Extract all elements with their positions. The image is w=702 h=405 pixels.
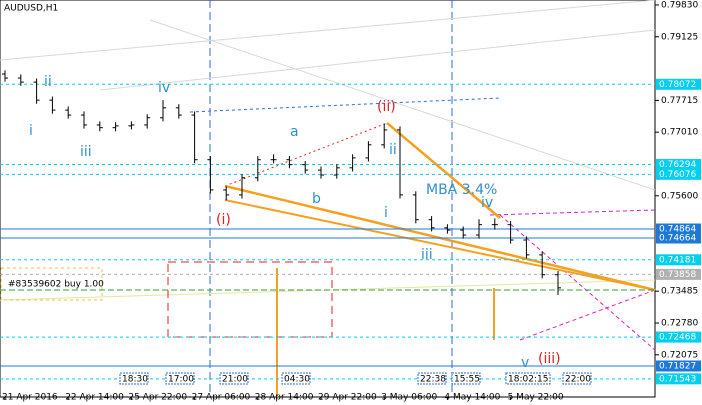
plot-area (0, 0, 656, 398)
price-tag (656, 232, 701, 244)
trend-line (0, 0, 656, 61)
y-tick-label: 0.79830 (661, 0, 698, 10)
channel-line (224, 122, 388, 187)
time-marker: 17:00 (168, 375, 194, 385)
drawings (0, 0, 656, 397)
price-tag-label: 0.76076 (659, 170, 696, 180)
price-tag (656, 254, 701, 266)
wave-label: i (384, 205, 388, 221)
chart-title: AUDUSD,H1 (4, 4, 58, 14)
time-marker: 22:00 (565, 375, 591, 385)
x-tick-label: 3 May 06:00 (381, 393, 437, 403)
price-tag (656, 158, 701, 170)
y-tick-label: 0.75600 (661, 191, 698, 201)
price-tag (656, 268, 701, 280)
price-tag-label: 0.71543 (659, 374, 696, 384)
x-tick-label: 5 May 22:00 (508, 393, 564, 403)
price-tag-label: 0.76294 (659, 160, 696, 170)
time-marker-box (281, 372, 311, 385)
order-box (0, 267, 103, 301)
x-tick-label: 22 Apr 14:00 (65, 393, 124, 403)
time-marker-box (505, 372, 551, 385)
price-tag-label: 0.71827 (659, 362, 696, 372)
y-tick-label: 0.79125 (661, 32, 698, 42)
price-tag-label: 0.78072 (659, 80, 696, 90)
wave-label: MBA 3.4% (426, 182, 497, 198)
wave-label: iii (80, 144, 92, 160)
wedge-line (224, 199, 656, 291)
zone-box (167, 261, 333, 338)
wave-label: ii (44, 74, 52, 90)
time-marker-box (219, 372, 249, 385)
wave-label: (iii) (538, 351, 561, 367)
y-tick-label: 0.77010 (661, 128, 698, 138)
price-tag (656, 373, 701, 385)
time-marker: 18:02:15 (508, 375, 548, 385)
wave-label: b (312, 191, 321, 207)
time-marker-box (562, 372, 592, 385)
time-marker-box (165, 372, 195, 385)
wave-label: i (29, 123, 33, 139)
price-tag-label: 0.74864 (659, 224, 696, 234)
wave-label: iv (158, 80, 170, 96)
trend-line (149, 19, 656, 191)
price-tag (656, 223, 701, 235)
time-marker: 04:30 (284, 375, 310, 385)
price-tag (656, 331, 701, 343)
x-tick-label: 28 Apr 14:00 (255, 393, 314, 403)
y-tick-label: 0.72780 (661, 319, 698, 329)
price-tag (656, 360, 701, 372)
x-tick-label: 21 Apr 2016 (2, 393, 58, 403)
order-label: #83539602 buy 1.00 (8, 280, 104, 290)
x-tick-label: 4 May 14:00 (444, 393, 500, 403)
wave-label: (i) (216, 212, 231, 228)
x-tick-label: 29 Apr 22:00 (318, 393, 377, 403)
y-tick-label: 0.73485 (661, 287, 698, 297)
wedge-line (386, 122, 501, 219)
trend-line (189, 97, 501, 113)
price-tag-label: 0.74664 (659, 234, 696, 244)
price-tag-label: 0.74181 (659, 255, 696, 265)
time-marker-box (119, 372, 149, 385)
time-marker-box (417, 372, 447, 385)
channel-line (499, 214, 656, 351)
y-tick-label: 0.77715 (661, 96, 698, 106)
wave-label: ii (389, 142, 397, 158)
x-tick-label: 27 Apr 06:00 (192, 393, 251, 403)
price-tag-label: 0.73858 (659, 270, 696, 280)
time-marker: 21:00 (222, 375, 248, 385)
wave-label: a (290, 124, 299, 140)
time-marker-box (451, 372, 481, 385)
price-tag-label: 0.72468 (659, 333, 696, 343)
trend-line (99, 29, 656, 91)
channel-line (519, 289, 656, 341)
wave-label: (ii) (377, 99, 396, 115)
price-tag (656, 168, 701, 180)
wave-label: v (521, 355, 529, 371)
time-marker: 22:38 (420, 375, 446, 385)
x-tick-label: 25 Apr 22:00 (128, 393, 187, 403)
time-marker: 15:55 (454, 375, 480, 385)
time-marker: 18:30 (122, 375, 148, 385)
price-tag (656, 78, 701, 90)
wave-label: iv (481, 195, 493, 211)
y-tick-label: 0.72075 (661, 350, 698, 360)
wave-label: iii (421, 247, 433, 263)
